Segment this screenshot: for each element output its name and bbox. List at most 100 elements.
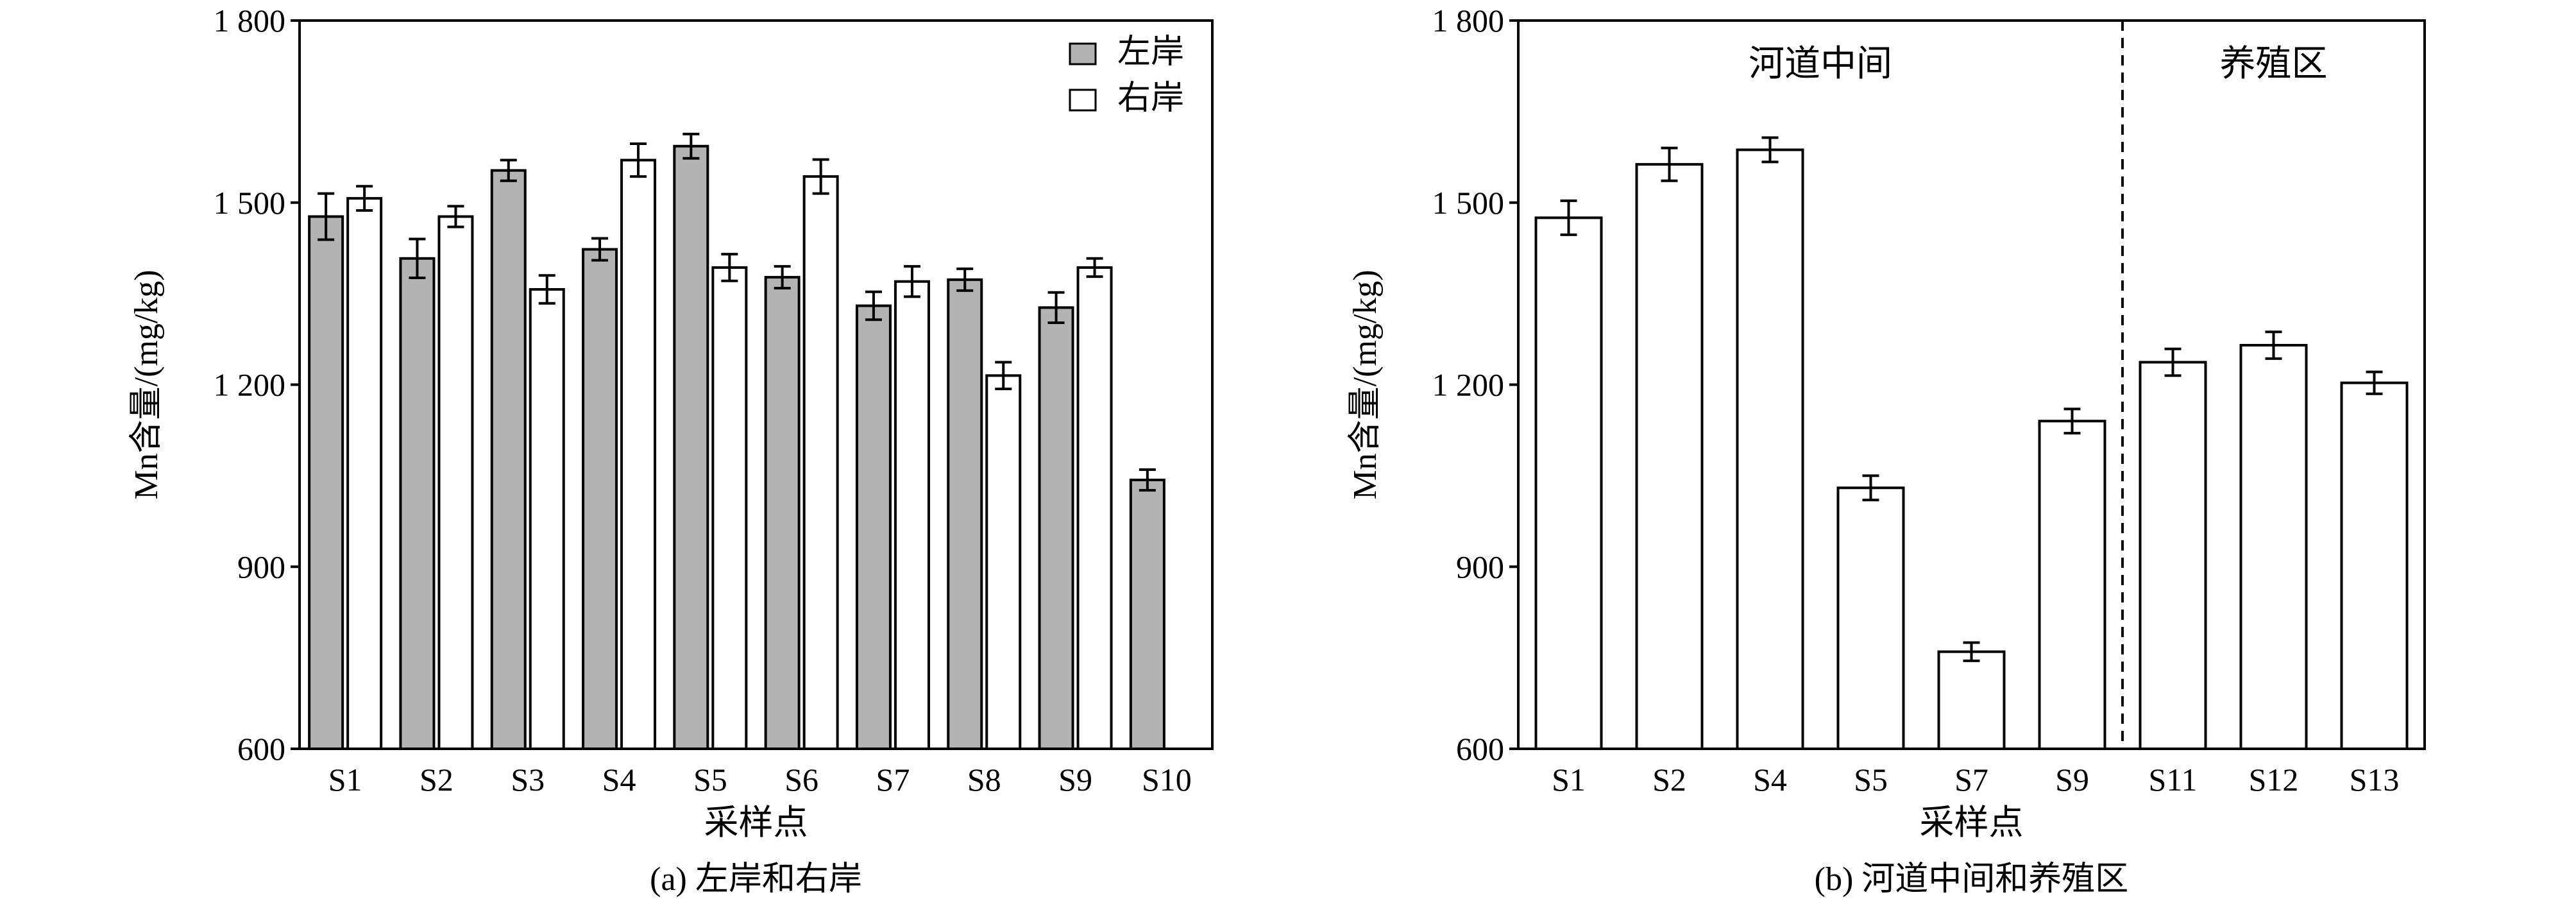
plot-frame <box>298 19 1214 750</box>
plot-frame <box>1517 19 2426 750</box>
error-bar <box>591 237 609 262</box>
bar <box>711 266 748 750</box>
y-tick-label: 1 500 <box>1432 185 1505 221</box>
error-bar <box>1139 468 1156 492</box>
error-bar <box>318 192 335 241</box>
bar <box>764 276 801 750</box>
legend-swatch <box>1069 42 1097 65</box>
bar <box>1534 216 1603 751</box>
y-tick-label: 900 <box>1456 549 1504 585</box>
y-tick-label: 1 800 <box>1432 3 1505 38</box>
bar <box>529 288 565 751</box>
error-bar <box>2366 370 2383 395</box>
error-bar <box>1560 199 1577 236</box>
error-bar <box>903 265 920 298</box>
bar <box>894 280 930 751</box>
bar <box>346 197 383 751</box>
bar <box>308 215 344 751</box>
panel-caption: (b) 河道中间和养殖区 <box>1815 861 2129 898</box>
bar <box>582 248 618 750</box>
bar <box>2340 381 2409 750</box>
bar <box>2038 420 2106 750</box>
legend-swatch <box>1069 89 1097 112</box>
x-tick-label: S6 <box>784 762 818 798</box>
error-bar <box>721 253 738 282</box>
error-bar <box>447 205 464 228</box>
bar <box>1836 486 1905 751</box>
legend-label: 右岸 <box>1117 80 1184 117</box>
error-bar <box>409 237 426 280</box>
error-bar <box>1862 474 1879 502</box>
x-tick-label: S12 <box>2249 762 2299 798</box>
error-bar <box>774 265 791 290</box>
x-axis-title: 采样点 <box>1920 803 2024 842</box>
y-tick-label: 1 800 <box>214 3 286 38</box>
error-bar <box>995 361 1012 391</box>
error-bar <box>682 132 700 160</box>
bar <box>1038 306 1074 751</box>
bar <box>399 257 436 750</box>
x-tick-label: S7 <box>876 762 910 798</box>
x-tick-label: S13 <box>2350 762 2400 798</box>
error-bar <box>538 274 555 305</box>
x-tick-label: S10 <box>1142 762 1192 798</box>
bar <box>673 144 709 751</box>
legend-label: 左岸 <box>1117 34 1184 71</box>
bar <box>947 278 983 750</box>
y-tick-label: 600 <box>237 731 285 767</box>
x-tick-label: S4 <box>1753 762 1787 798</box>
x-tick-label: S4 <box>602 762 636 798</box>
bar <box>1129 478 1165 751</box>
error-bar <box>865 290 882 321</box>
error-bar <box>812 158 829 195</box>
bar <box>490 169 527 750</box>
y-axis-title: Mn含量/(mg/kg) <box>1347 269 1384 499</box>
x-tick-label: S2 <box>1652 762 1686 798</box>
x-tick-label: S7 <box>1954 762 1988 798</box>
x-tick-label: S9 <box>2055 762 2089 798</box>
y-axis-title: Mn含量/(mg/kg) <box>128 269 165 499</box>
bar <box>1937 650 2006 751</box>
x-tick-label: S1 <box>328 762 362 798</box>
error-bar <box>1761 136 1779 164</box>
error-bar <box>356 185 373 212</box>
bar <box>1076 266 1113 750</box>
bar <box>620 158 657 750</box>
error-bar <box>630 142 647 178</box>
error-bar <box>956 267 974 292</box>
y-tick-label: 1 200 <box>214 367 286 403</box>
panel-b-chart: 600 900 1 200 1 500 1 800 S1 S2 S4 S5 S7 S9 S11 S12 S… <box>1347 3 2426 898</box>
bar <box>985 374 1022 750</box>
x-tick-label: S11 <box>2149 762 2198 798</box>
error-bar <box>1047 291 1065 325</box>
x-tick-label: S2 <box>419 762 453 798</box>
y-tick-label: 1 500 <box>214 185 286 221</box>
error-bar <box>2265 330 2282 360</box>
error-bar <box>1963 641 1980 662</box>
bar <box>1635 163 1704 751</box>
x-axis-title: 采样点 <box>704 803 808 842</box>
error-bar <box>500 158 517 182</box>
region-label-channel: 河道中间 <box>1749 44 1892 84</box>
error-bar <box>2063 407 2081 435</box>
y-tick-label: 900 <box>237 549 285 585</box>
x-tick-label: S8 <box>967 762 1001 798</box>
x-tick-label: S5 <box>1854 762 1888 798</box>
bar <box>1736 148 1804 750</box>
panel-caption: (a) 左岸和右岸 <box>650 861 862 898</box>
bar <box>437 215 474 751</box>
error-bar <box>2164 347 2182 377</box>
bar <box>802 175 839 750</box>
x-tick-label: S1 <box>1552 762 1586 798</box>
x-tick-label: S3 <box>511 762 545 798</box>
error-bar <box>1661 146 1678 182</box>
x-tick-label: S5 <box>693 762 727 798</box>
panel-a-chart: 600 900 1 200 1 500 1 800 S1 S2 S3 S4 S5 S6 S7 S8 S9 S… <box>128 3 1214 898</box>
bar <box>855 304 892 750</box>
error-bar <box>1086 257 1103 278</box>
y-tick-label: 600 <box>1456 731 1504 767</box>
bar <box>2239 344 2308 750</box>
